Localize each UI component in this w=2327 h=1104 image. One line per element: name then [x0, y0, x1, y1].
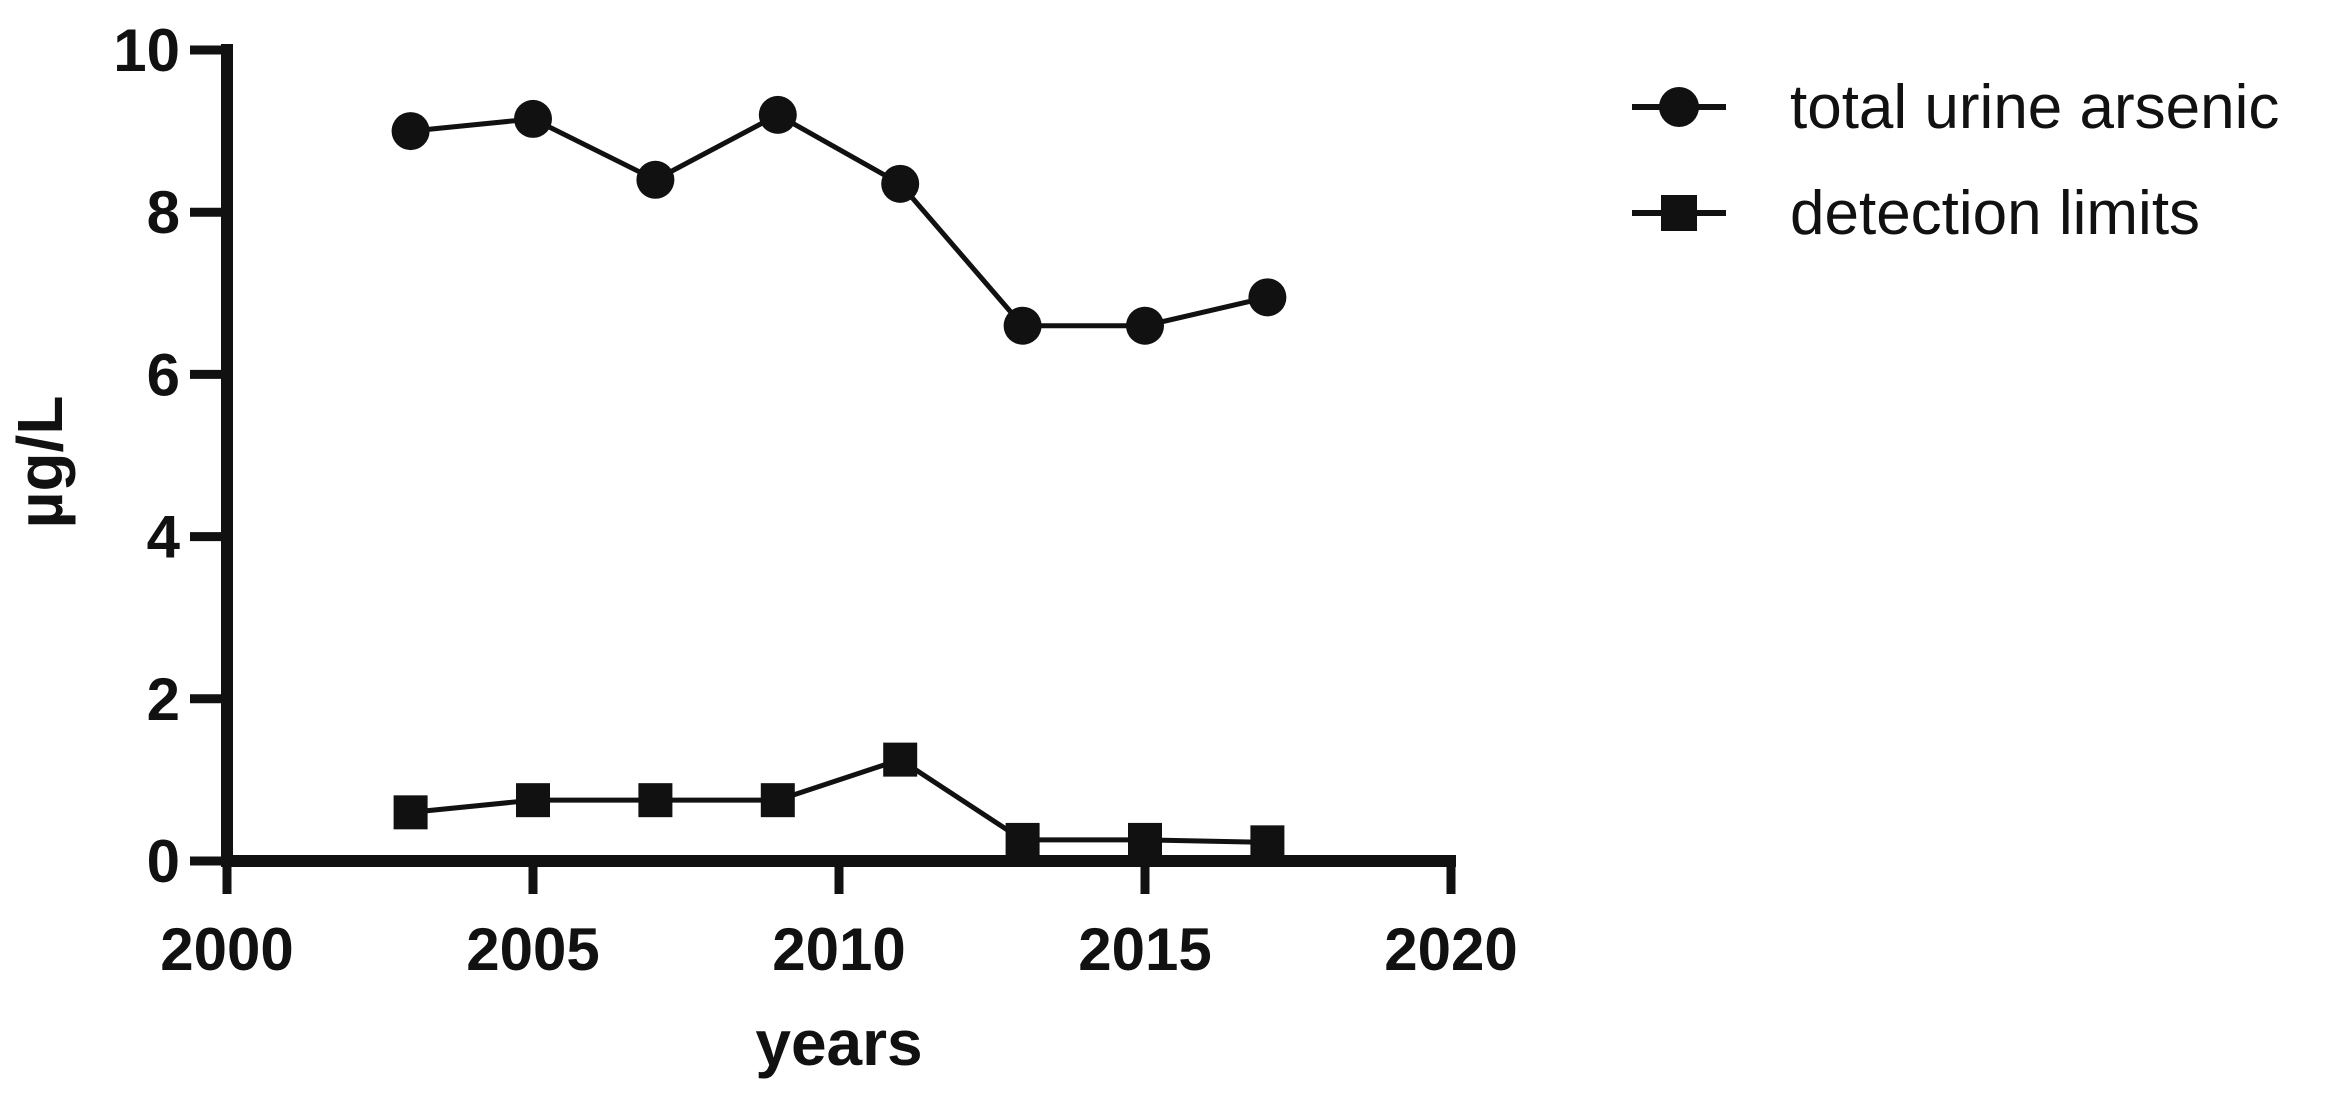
x-tick-label: 2005 [466, 916, 599, 983]
data-point-square [1128, 822, 1162, 857]
data-point-circle [758, 95, 797, 134]
data-point-square [638, 783, 673, 818]
data-point-square [1005, 822, 1040, 857]
x-tick-label: 2000 [160, 916, 293, 983]
data-point-square [760, 783, 795, 818]
y-tick-label: 10 [113, 17, 180, 84]
data-point-circle [881, 164, 920, 203]
axes: 0 2 4 6 8 10 2000 2005 2010 2015 2020 [113, 17, 1517, 983]
data-point-circle [514, 99, 552, 138]
data-point-circle [636, 160, 675, 199]
y-tick-label: 0 [147, 828, 180, 895]
series-line-circle [410, 112, 1268, 329]
data-point-square [883, 742, 918, 777]
data-point-circle [1003, 306, 1042, 345]
x-tick-label: 2010 [772, 916, 905, 983]
y-tick-label: 6 [147, 341, 180, 408]
legend-item-detection-limits: detection limits [1632, 179, 2200, 248]
y-axis-title: µg/L [4, 396, 76, 529]
legend: total urine arsenic detection limits [1632, 73, 2279, 248]
data-point-square [1250, 825, 1285, 860]
legend-square-icon [1661, 195, 1697, 231]
series-line-square [410, 756, 1268, 845]
y-tick-label: 4 [147, 504, 181, 571]
data-point-circle [1248, 278, 1287, 317]
data-point-circle [391, 112, 430, 151]
y-tick-label: 2 [147, 666, 180, 733]
data-point-circle [1126, 306, 1164, 345]
legend-item-total-urine-arsenic: total urine arsenic [1632, 73, 2279, 142]
plot-series [391, 95, 1287, 860]
data-point-square [516, 783, 550, 818]
legend-label-detection-limits: detection limits [1790, 179, 2200, 248]
x-tick-label: 2020 [1384, 916, 1517, 983]
data-point-square [393, 795, 428, 830]
x-tick-label: 2015 [1078, 916, 1211, 983]
y-tick-label: 8 [147, 179, 180, 246]
x-axis-title: years [755, 1007, 922, 1079]
legend-label-total-urine-arsenic: total urine arsenic [1790, 73, 2279, 142]
legend-circle-icon [1659, 87, 1699, 127]
